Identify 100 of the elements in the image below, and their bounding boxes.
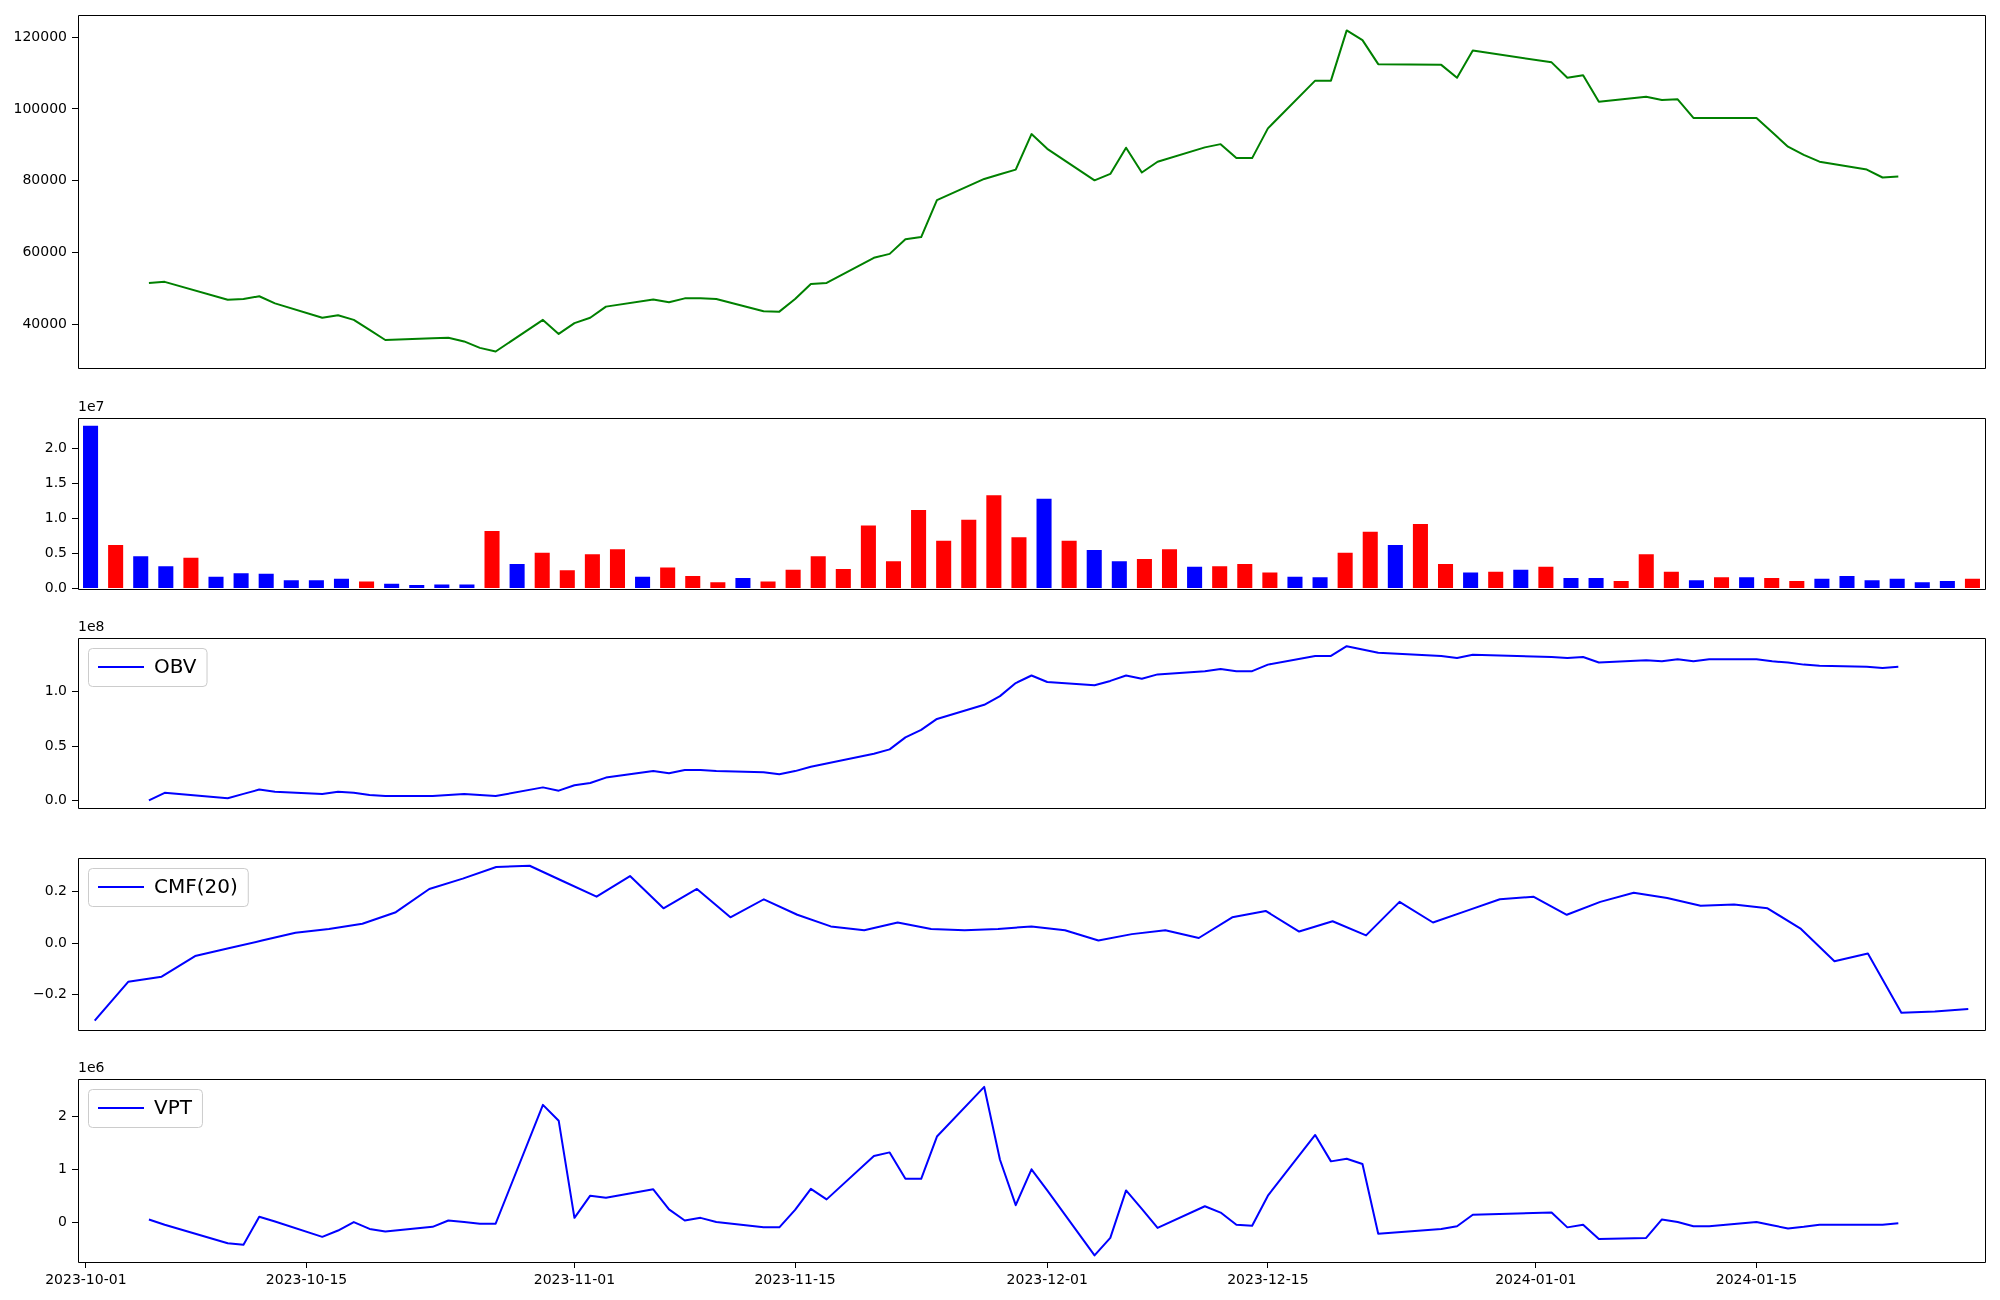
bar — [1739, 577, 1755, 589]
bar — [484, 531, 500, 589]
y-tick-label: 120000 — [13, 27, 67, 44]
bar — [810, 556, 826, 589]
bar — [509, 564, 525, 589]
bar — [208, 576, 224, 589]
x-tick-label: 2023-11-01 — [533, 1271, 616, 1288]
bar — [835, 568, 851, 589]
bar — [785, 569, 801, 589]
bar — [860, 525, 876, 589]
y-tick-label: 0.0 — [44, 791, 67, 808]
bar — [1839, 575, 1855, 589]
x-tick-label: 2023-12-01 — [1006, 1271, 1088, 1288]
bar — [1563, 578, 1579, 589]
bar — [1161, 549, 1178, 589]
bar — [1061, 540, 1077, 589]
x-tick-label: 2023-12-15 — [1227, 1271, 1309, 1288]
bar — [1111, 561, 1127, 589]
x-tick-label: 2024-01-01 — [1495, 1271, 1577, 1288]
legend-label: OBV — [154, 654, 197, 679]
y-tick-label: 0.0 — [44, 579, 67, 596]
bar — [1789, 580, 1805, 589]
bar — [409, 585, 425, 589]
bar — [961, 519, 977, 589]
y-tick-label: 1.0 — [44, 682, 67, 699]
text: 1e7 — [78, 397, 105, 414]
text: 1e8 — [78, 617, 105, 634]
bar — [710, 582, 726, 589]
y-tick-label: 2 — [58, 1107, 67, 1124]
bar — [233, 573, 249, 589]
bar — [108, 545, 124, 589]
bar — [1939, 580, 1955, 589]
bar — [434, 584, 450, 589]
bar — [1337, 552, 1353, 589]
bar — [1488, 571, 1504, 589]
x-tick-label: 2023-10-15 — [265, 1271, 348, 1288]
bar — [1714, 577, 1730, 589]
y-tick-label: 80000 — [22, 171, 67, 188]
bar — [183, 557, 199, 589]
bar — [1814, 578, 1830, 589]
bar — [1362, 531, 1378, 589]
bar — [559, 570, 575, 589]
bar — [359, 581, 375, 589]
y-tick-label: 1.5 — [44, 473, 67, 490]
y-tick-label: 2.0 — [44, 438, 67, 455]
bar — [158, 566, 174, 589]
bar — [283, 580, 299, 589]
bar — [760, 581, 776, 589]
bar — [308, 580, 324, 589]
bar — [1663, 571, 1679, 589]
bar — [735, 578, 751, 589]
bar — [609, 549, 626, 589]
bar — [584, 554, 600, 589]
bar — [1588, 578, 1604, 589]
bar — [1538, 566, 1554, 589]
bar — [534, 552, 550, 589]
bar — [1914, 582, 1930, 589]
y-tick-label: 40000 — [22, 314, 67, 331]
bar — [1086, 549, 1102, 589]
bar — [1387, 545, 1403, 589]
bar — [459, 584, 475, 589]
y-tick-label: 0 — [58, 1212, 67, 1229]
bar — [635, 576, 651, 589]
bar — [936, 540, 952, 589]
y-tick-label: 60000 — [22, 243, 67, 260]
y-tick-label: 0.5 — [44, 736, 67, 753]
bar — [1638, 554, 1654, 589]
bar — [1287, 576, 1303, 589]
bar — [885, 561, 902, 589]
bar — [258, 573, 274, 589]
x-tick-label: 2023-10-01 — [45, 1271, 127, 1288]
y-tick-label: 0.2 — [44, 882, 67, 899]
bar — [1889, 578, 1905, 589]
bar — [1764, 578, 1780, 589]
legend-label: VPT — [154, 1095, 193, 1120]
x-tick-label: 2024-01-15 — [1715, 1271, 1798, 1288]
bar — [986, 495, 1002, 589]
x-tick-label: 2023-11-15 — [754, 1271, 836, 1288]
bar — [384, 583, 400, 589]
bar — [1312, 577, 1328, 589]
y-tick-label: 0.5 — [44, 544, 67, 561]
bar — [83, 425, 99, 589]
text: 1e6 — [78, 1058, 105, 1075]
y-tick-label: 1 — [58, 1159, 67, 1176]
bar — [911, 509, 927, 589]
bar — [1463, 572, 1479, 589]
bar — [1011, 537, 1027, 589]
bar — [1437, 564, 1454, 589]
y-tick-label: −0.2 — [33, 985, 67, 1002]
bar — [1237, 564, 1253, 589]
bar — [1412, 524, 1428, 589]
bar — [1136, 559, 1152, 589]
bar — [1688, 580, 1704, 589]
y-tick-label: 0.0 — [44, 933, 67, 950]
bar — [1864, 580, 1880, 589]
bar — [133, 556, 149, 589]
bar — [1513, 569, 1529, 589]
bar — [1187, 566, 1203, 589]
y-tick-label: 100000 — [13, 99, 67, 116]
bar — [1613, 580, 1629, 589]
